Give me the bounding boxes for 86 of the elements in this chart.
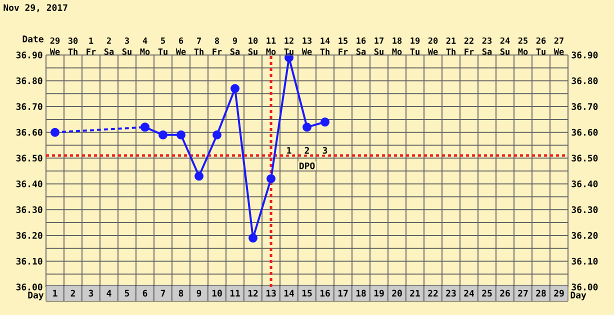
y-tick-label: 36.60 bbox=[16, 128, 42, 136]
x2-tick-label: 17 Su bbox=[374, 38, 384, 55]
x2-tick-label: 10 Su bbox=[248, 37, 258, 55]
x2-tick-label: 3 Su bbox=[122, 37, 132, 55]
x-tick-label: 25 bbox=[482, 290, 492, 297]
x2-tick-label: 4 Mo bbox=[140, 38, 150, 55]
x-tick-label: 1 bbox=[53, 290, 58, 296]
y-tick-label: 36.20 bbox=[16, 232, 42, 239]
x-tick-label: 14 bbox=[284, 290, 294, 296]
y2-tick-label: 36.20 bbox=[572, 232, 598, 239]
x-tick-label: 19 bbox=[374, 290, 384, 297]
y2-tick-label: 36.90 bbox=[572, 52, 598, 58]
x2-tick-label: 12 Tu bbox=[284, 37, 294, 55]
x2-tick-label: 1 Fr bbox=[86, 38, 96, 55]
x2-axis-title: Date bbox=[22, 36, 44, 42]
x2-tick-label: 13 We bbox=[302, 37, 312, 55]
chart-title: Nov 29, 2017 bbox=[4, 4, 68, 12]
x2-tick-label: 19 Tu bbox=[410, 37, 420, 55]
y-tick-label: 36.00 bbox=[16, 284, 42, 290]
x-tick-label: 7 bbox=[160, 290, 166, 296]
x-tick-label: 21 bbox=[410, 290, 420, 297]
x2-tick-label: 8 Fr bbox=[212, 38, 222, 55]
y2-tick-label: 36.60 bbox=[572, 128, 598, 136]
x-tick-label: 11 bbox=[230, 290, 240, 296]
x-tick-label: 22 bbox=[428, 290, 438, 297]
y2-tick-label: 36.00 bbox=[572, 284, 598, 290]
x-tick-label: 27 bbox=[518, 290, 528, 297]
x-tick-label: 10 bbox=[212, 290, 222, 297]
x2-tick-label: 14 Th bbox=[320, 38, 330, 55]
x2-tick-label: 16 Sa bbox=[356, 37, 366, 55]
y-tick-label: 36.30 bbox=[16, 206, 42, 214]
y2-tick-label: 36.10 bbox=[572, 258, 598, 265]
y2-tick-label: 36.50 bbox=[572, 154, 598, 162]
x2-tick-label: 22 Fr bbox=[464, 38, 474, 55]
y-tick-label: 36.90 bbox=[16, 52, 42, 58]
x-tick-label: 6 bbox=[142, 290, 148, 297]
x-tick-label: 26 bbox=[500, 290, 510, 297]
x2-tick-label: 6 We bbox=[176, 37, 186, 55]
x-tick-label: 5 bbox=[124, 290, 130, 297]
annotation: 3 bbox=[322, 146, 328, 154]
x2-tick-label: 18 Mo bbox=[392, 37, 402, 55]
x2-tick-label: 9 Sa bbox=[230, 37, 240, 55]
y-tick-label: 36.50 bbox=[16, 154, 42, 162]
x2-tick-label: 29 We bbox=[50, 37, 60, 55]
x-tick-label: 3 bbox=[88, 290, 94, 297]
y2-tick-label: 36.30 bbox=[572, 206, 598, 214]
x-tick-label: 28 bbox=[536, 290, 546, 297]
annotation: DPO bbox=[300, 162, 315, 170]
x2-tick-label: 30 Th bbox=[68, 38, 78, 55]
x-axis-title: Day bbox=[28, 292, 44, 300]
x2-tick-label: 25 Mo bbox=[518, 37, 528, 55]
x-tick-label: 12 bbox=[248, 290, 258, 297]
x-tick-label: 2 bbox=[70, 290, 75, 297]
y-tick-label: 36.40 bbox=[16, 180, 42, 188]
x2-tick-label: 26 Tu bbox=[536, 37, 546, 55]
x-tick-label: 18 bbox=[356, 290, 366, 297]
x2-tick-label: 21 Th bbox=[446, 38, 456, 55]
x2-tick-label: 2 Sa bbox=[104, 37, 114, 55]
x2-tick-label: 20 We bbox=[428, 37, 438, 55]
x2-tick-label: 15 Fr bbox=[338, 38, 348, 55]
y-tick-label: 36.80 bbox=[16, 77, 42, 84]
x-tick-label: 9 bbox=[196, 290, 202, 297]
y2-tick-label: 36.80 bbox=[572, 77, 598, 84]
x-tick-label: 17 bbox=[338, 290, 348, 296]
x2-tick-label: 24 Su bbox=[500, 37, 510, 55]
x-tick-label: 23 bbox=[446, 290, 456, 297]
text: Day bbox=[570, 292, 586, 300]
x-tick-label: 16 bbox=[320, 290, 330, 297]
annotation: 2 bbox=[304, 147, 309, 154]
x-tick-label: 20 bbox=[392, 290, 402, 297]
x-tick-label: 15 bbox=[302, 290, 312, 297]
x2-tick-label: 27 We bbox=[554, 37, 564, 55]
x-tick-label: 24 bbox=[464, 290, 474, 297]
annotation: 1 bbox=[287, 147, 292, 154]
x2-tick-label: 11 Mo bbox=[266, 38, 276, 55]
x-tick-label: 8 bbox=[178, 290, 184, 297]
y-tick-label: 36.10 bbox=[16, 258, 42, 265]
x-tick-label: 29 bbox=[554, 290, 564, 297]
x2-tick-label: 7 Th bbox=[194, 38, 204, 55]
x2-tick-label: 5 Tu bbox=[158, 38, 168, 55]
x2-tick-label: 23 Sa bbox=[482, 37, 492, 55]
y2-tick-label: 36.70 bbox=[572, 103, 598, 110]
x-tick-label: 13 bbox=[266, 290, 276, 297]
x-tick-label: 4 bbox=[106, 290, 112, 296]
y-tick-label: 36.70 bbox=[16, 103, 42, 110]
y2-tick-label: 36.40 bbox=[572, 180, 598, 188]
